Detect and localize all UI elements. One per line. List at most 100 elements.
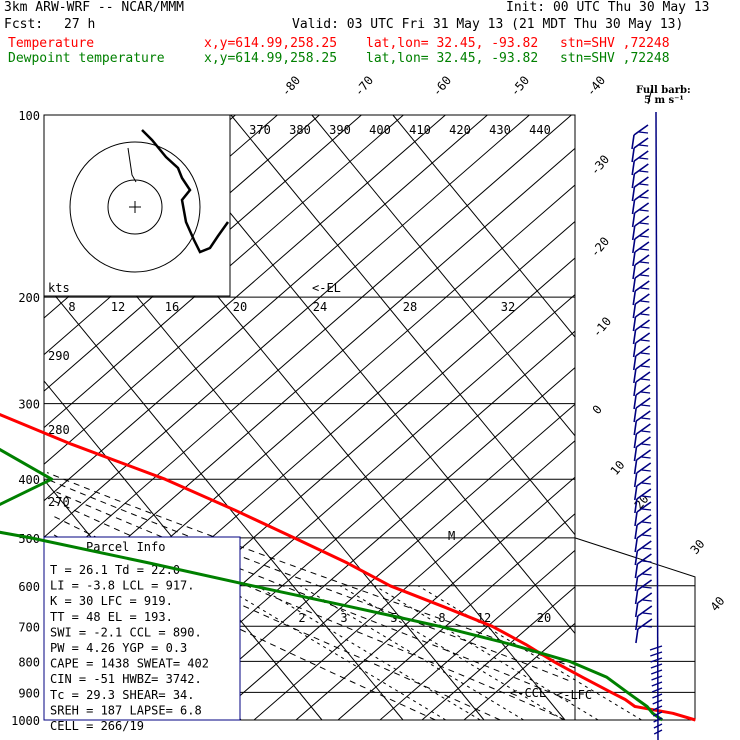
wind-barb-low <box>652 705 663 711</box>
wind-barb-flag <box>640 287 650 290</box>
forecast-label: Fcst: <box>4 17 44 32</box>
wind-barb-flag <box>641 404 651 407</box>
isotherm-label: -50 <box>508 73 533 99</box>
wind-barb-flag <box>642 521 652 524</box>
isotherm-label: -40 <box>584 73 609 99</box>
wind-barb <box>633 381 637 397</box>
index-row: CELL = 266/19 <box>50 719 144 733</box>
wind-barb <box>635 628 639 644</box>
wind-barb <box>633 407 637 423</box>
wind-barb-low <box>649 645 663 651</box>
dewpoint-legend: Dewpoint temperature <box>8 51 165 66</box>
dry-adiabat <box>463 623 576 721</box>
dewpoint-profile <box>0 447 664 722</box>
wind-barb-flag <box>641 430 651 433</box>
mixing-ratio-lines <box>222 585 642 721</box>
isotherm-label: 10 <box>608 458 628 478</box>
isotherm <box>230 114 576 535</box>
wind-barb <box>637 566 652 578</box>
wind-barb <box>635 410 651 422</box>
wind-barb <box>634 202 650 214</box>
wind-barb-flag <box>642 547 652 550</box>
marker-el: <-EL <box>312 281 341 295</box>
mixing-ratio-line <box>374 585 599 721</box>
wind-barb-low <box>653 717 663 723</box>
wind-barb-flag <box>642 599 652 602</box>
wind-barb <box>637 618 653 630</box>
wind-barb-flag <box>642 586 652 589</box>
hodograph-ring <box>69 141 201 273</box>
wind-barb <box>634 241 650 253</box>
wind-barb-flag <box>640 274 650 277</box>
mixing-ratio-label: 3 <box>340 611 347 625</box>
wind-barb <box>635 332 651 344</box>
isotherm-label: -30 <box>588 152 613 178</box>
wind-barb <box>634 550 639 566</box>
forecast-hours: 27 h <box>64 17 96 32</box>
wind-barb <box>636 540 652 552</box>
wind-barb-flag <box>641 495 651 498</box>
wind-barb-flag <box>640 300 650 303</box>
marker-ccl: <-CCL <box>510 686 546 700</box>
wind-barb <box>635 615 639 631</box>
wind-barb <box>637 592 653 604</box>
wind-barb-flag <box>640 365 650 368</box>
isotherm-label: -80 <box>279 73 304 99</box>
wind-barb-flag <box>640 352 650 355</box>
wind-barb-flag <box>640 378 651 381</box>
wind-barb-flag <box>639 144 649 147</box>
dry-adiabat <box>43 114 530 538</box>
theta-label: 380 <box>289 123 311 137</box>
wind-barb <box>633 368 637 384</box>
wind-barb-flag <box>640 313 650 316</box>
hodograph-speed-label: 24 <box>313 300 327 314</box>
wind-barb <box>637 605 653 617</box>
isotherm-label: -70 <box>352 73 377 99</box>
wind-barb <box>632 355 637 371</box>
mixing-ratio-label: 5 <box>390 611 397 625</box>
indices-frame <box>43 536 241 721</box>
wind-barb <box>635 345 651 357</box>
indices-box: Parcel Info T = 26.1 Td = 22.0 LI = -3.8 L… <box>43 536 241 733</box>
wind-barb-flag <box>640 339 650 342</box>
wind-barb <box>633 433 638 449</box>
hodograph-thin-trace <box>127 147 137 183</box>
temperature-xy: x,y=614.99,258.25 <box>204 36 338 51</box>
dry-adiabat <box>253 440 576 721</box>
wind-barb <box>631 212 636 228</box>
barb-title: Full barb: <box>636 85 691 96</box>
dry-adiabat <box>43 114 572 575</box>
wind-barb <box>633 163 649 175</box>
hodograph-trace <box>141 129 230 254</box>
temperature-profile <box>0 413 696 722</box>
wind-barb-flag <box>639 170 649 173</box>
wind-barb <box>631 186 636 202</box>
dry-adiabat <box>295 476 576 721</box>
wind-barb-flag <box>639 157 649 160</box>
wind-barb <box>633 124 649 136</box>
wind-barb <box>636 527 652 539</box>
wind-barb <box>636 475 652 487</box>
wind-barb <box>633 137 649 149</box>
dry-adiabat <box>421 586 576 721</box>
dewpoint-station: stn=SHV ,72248 <box>560 51 670 66</box>
wind-barb <box>636 514 652 526</box>
wind-barb <box>632 290 637 306</box>
left-axis-label: 270 <box>48 495 70 509</box>
wind-barb <box>633 176 649 188</box>
isotherm-label: 30 <box>688 537 708 557</box>
plot-frame <box>43 114 576 721</box>
dry-adiabat <box>43 114 446 465</box>
marker-m: M <box>448 529 455 543</box>
wind-barb-flag <box>641 508 652 511</box>
pressure-label: 600 <box>18 580 40 594</box>
mixing-ratio-line <box>299 585 524 721</box>
isotherm <box>43 281 404 721</box>
wind-barb <box>632 238 636 254</box>
wind-barb-flag <box>642 625 652 628</box>
wind-barb <box>634 228 650 240</box>
index-row: Tc = 29.3 SHEAR= 34. <box>50 688 195 702</box>
wind-barb <box>634 498 638 514</box>
pressure-label: 800 <box>18 655 40 669</box>
theta-label: 390 <box>329 123 351 137</box>
